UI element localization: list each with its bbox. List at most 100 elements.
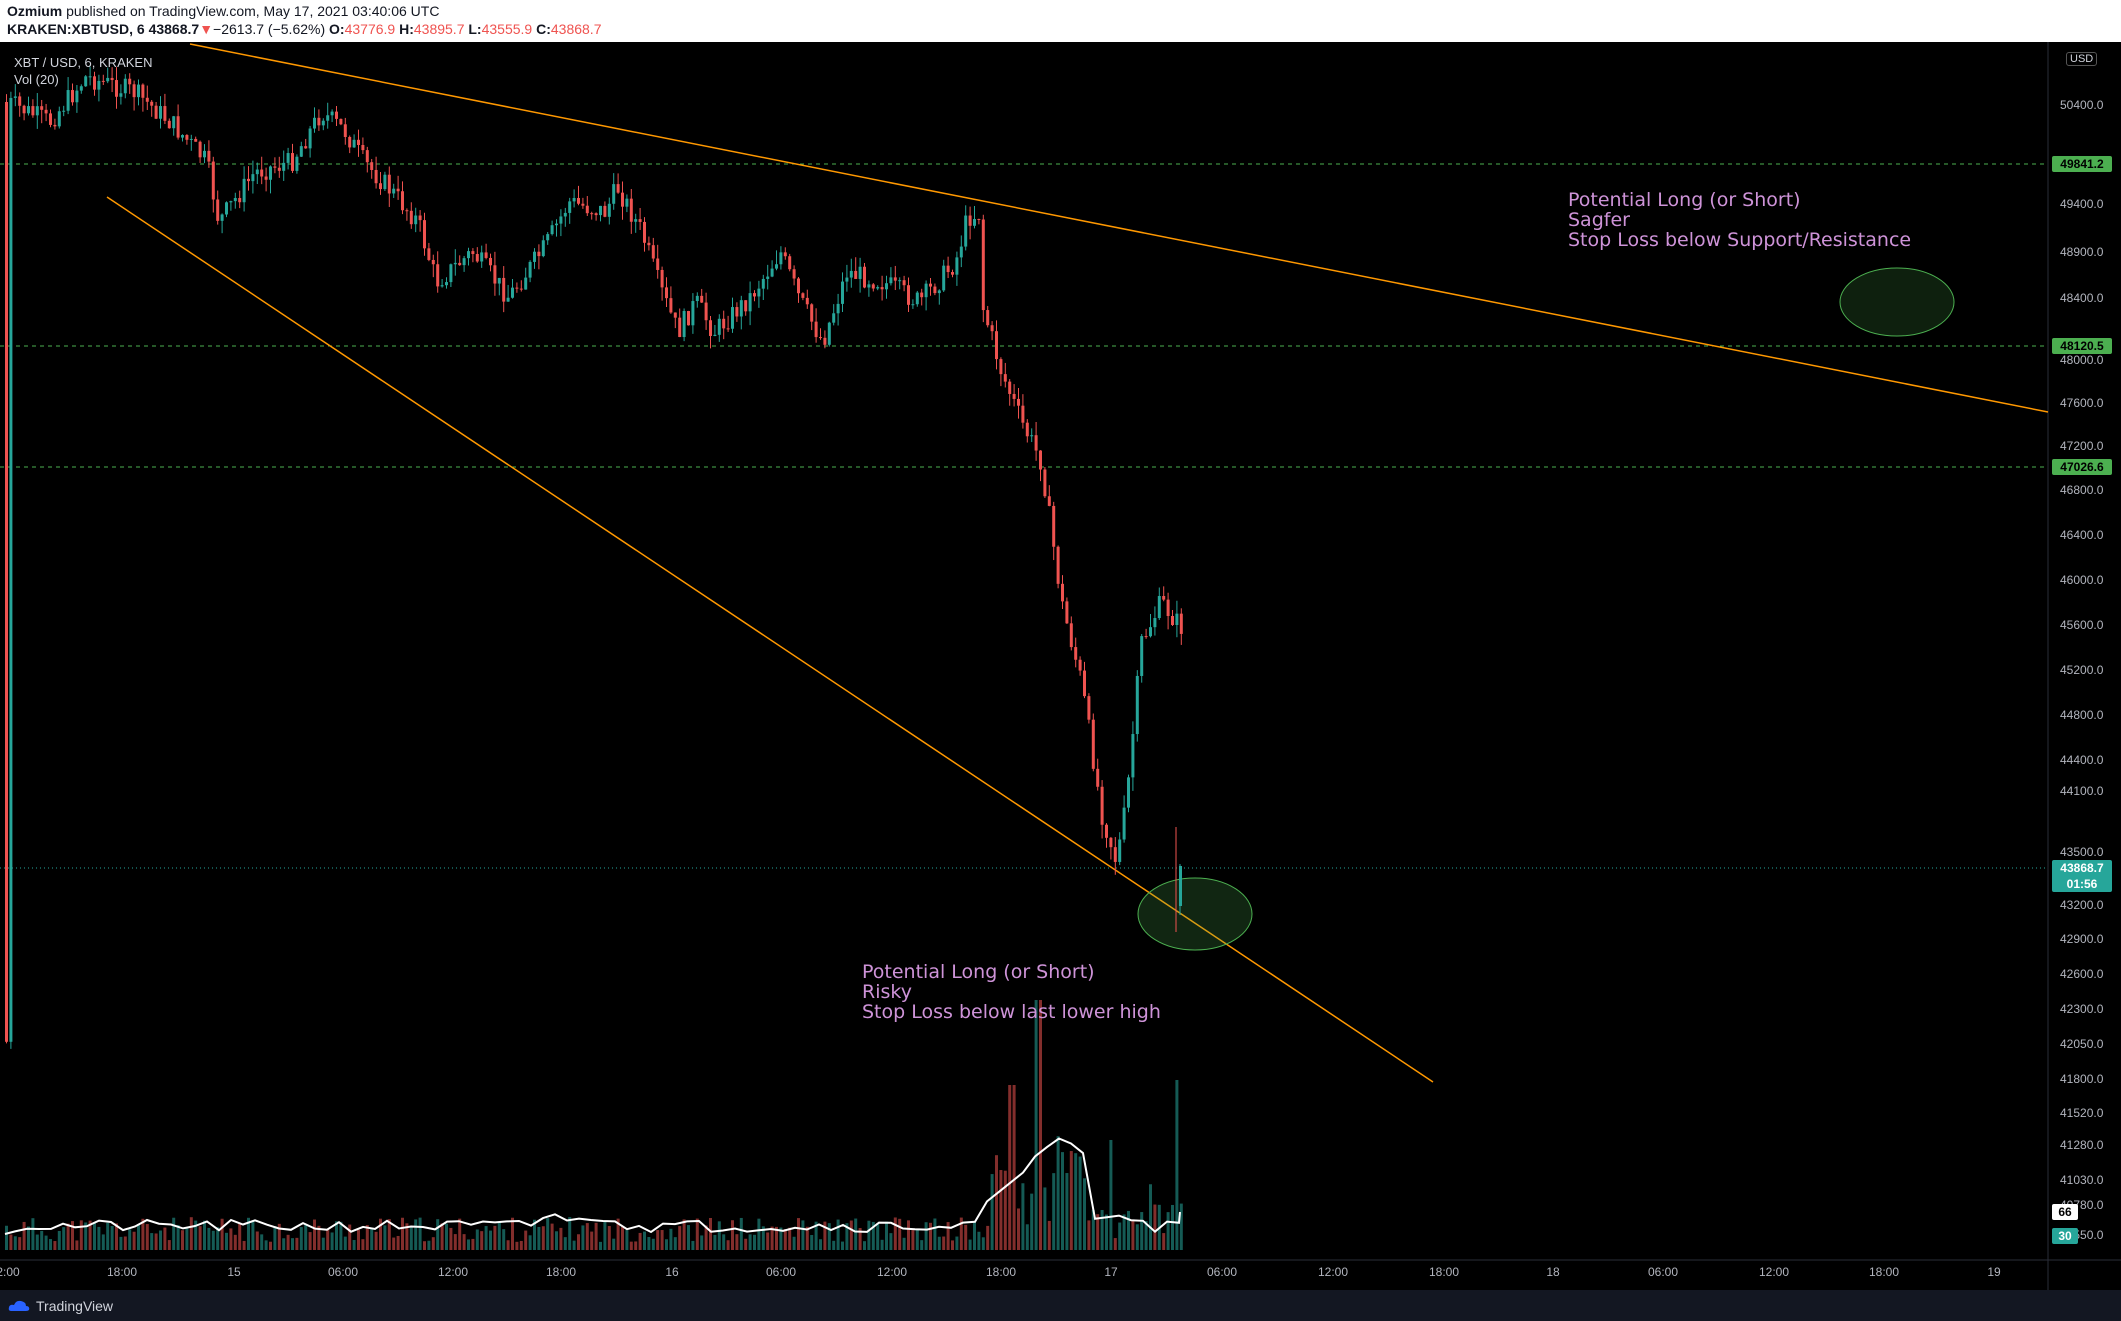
volume-bar <box>1061 1152 1064 1250</box>
volume-bar <box>968 1239 972 1250</box>
open-value: 43776.9 <box>344 21 396 37</box>
candle <box>383 174 387 190</box>
price-chart[interactable]: 50400.0 49400.0 48900.0 48400.0 48000.0 47600… <box>0 42 2121 1290</box>
tradingview-logo[interactable]: TradingView <box>8 1298 113 1314</box>
price-tick-label: 42050.0 <box>2060 1037 2104 1051</box>
candle <box>1131 734 1135 778</box>
candle <box>1118 839 1122 862</box>
volume-bar <box>977 1231 981 1250</box>
candle <box>225 202 228 215</box>
candle <box>669 298 673 313</box>
volume-bar <box>832 1240 836 1250</box>
candle <box>616 184 620 193</box>
price-tick-label: 45200.0 <box>2060 663 2104 677</box>
volume-bar <box>49 1239 52 1250</box>
volume-bar <box>295 1237 299 1250</box>
chart-area[interactable]: 50400.0 49400.0 48900.0 48400.0 48000.0 47600… <box>0 42 2121 1290</box>
candle <box>13 96 17 98</box>
low-label: L: <box>468 21 482 37</box>
candle <box>9 97 13 1042</box>
candle <box>348 136 352 148</box>
volume-bar <box>1008 1085 1012 1250</box>
volume-bar <box>321 1237 325 1250</box>
candle <box>106 77 110 82</box>
candle <box>964 215 968 247</box>
volume-bar <box>97 1226 101 1250</box>
candle <box>1091 719 1095 769</box>
volume-bar <box>233 1234 237 1250</box>
candle <box>110 77 114 81</box>
annotation-bottom: Potential Long (or Short) Risky Stop Los… <box>862 962 1161 1022</box>
candle <box>93 76 96 90</box>
volume-bar <box>656 1230 660 1250</box>
series-legend[interactable]: XBT / USD, 6, KRAKEN <box>14 55 153 70</box>
candle <box>836 303 840 314</box>
candle <box>53 124 57 127</box>
price-tick-label: 45600.0 <box>2060 618 2104 632</box>
volume-bar <box>819 1239 822 1250</box>
candle <box>783 252 787 257</box>
volume-bar <box>286 1234 290 1250</box>
time-axis-label: 18:00 <box>986 1265 1016 1279</box>
volume-bar <box>805 1226 809 1250</box>
candle <box>563 212 567 217</box>
volume-bar <box>40 1230 44 1250</box>
volume-bar <box>167 1240 171 1250</box>
volume-bar <box>229 1228 233 1250</box>
volume-bar <box>871 1221 875 1250</box>
volume-bar <box>1012 1085 1016 1250</box>
volume-bar <box>110 1226 114 1250</box>
volume-bar <box>317 1225 321 1250</box>
candle <box>255 169 259 175</box>
volume-bar <box>783 1229 787 1250</box>
volume-bar <box>915 1228 919 1250</box>
volume-bar <box>911 1230 915 1250</box>
volume-bar <box>603 1220 607 1250</box>
volume-bar <box>1122 1214 1126 1250</box>
candle <box>339 118 343 125</box>
volume-bar <box>788 1227 792 1250</box>
volume-bar <box>1087 1220 1091 1250</box>
volume-bar <box>251 1220 255 1250</box>
candle <box>269 166 272 180</box>
candle <box>1083 670 1086 697</box>
volume-bar <box>858 1227 862 1250</box>
volume-bar <box>62 1227 66 1250</box>
candle <box>559 216 563 224</box>
candle <box>1030 435 1034 437</box>
volume-bar <box>172 1217 176 1250</box>
candle <box>1003 374 1007 382</box>
currency-button[interactable]: USD <box>2066 52 2098 66</box>
volume-bar <box>365 1225 369 1250</box>
volume-bar <box>770 1226 774 1250</box>
candle <box>1179 866 1182 906</box>
candle <box>647 242 651 246</box>
price-tick-label: 44800.0 <box>2060 708 2104 722</box>
candle <box>352 139 356 148</box>
volume-bar <box>185 1227 189 1250</box>
candle <box>497 277 501 284</box>
volume-bar <box>1149 1184 1152 1250</box>
volume-bar <box>1105 1214 1108 1250</box>
volume-legend[interactable]: Vol (20) <box>14 72 59 87</box>
volume-bar <box>436 1219 440 1250</box>
volume-bar <box>704 1225 708 1250</box>
volume-bar <box>260 1234 264 1250</box>
volume-bar <box>128 1229 132 1250</box>
volume-bar <box>418 1217 422 1250</box>
volume-bar <box>5 1225 8 1250</box>
price-tick-label: 46000.0 <box>2060 573 2104 587</box>
candle <box>1061 583 1064 602</box>
volume-bar <box>242 1240 246 1250</box>
volume-bar <box>673 1237 677 1250</box>
candle <box>594 213 598 216</box>
volume-bar <box>387 1219 391 1250</box>
candle <box>409 210 413 225</box>
volume-bar <box>1096 1214 1100 1250</box>
candle <box>1008 381 1012 394</box>
candle <box>537 251 541 257</box>
volume-bar <box>370 1228 374 1250</box>
volume-bar <box>1175 1080 1179 1250</box>
author-name[interactable]: Ozmium <box>7 3 63 19</box>
volume-bar <box>1078 1156 1082 1250</box>
